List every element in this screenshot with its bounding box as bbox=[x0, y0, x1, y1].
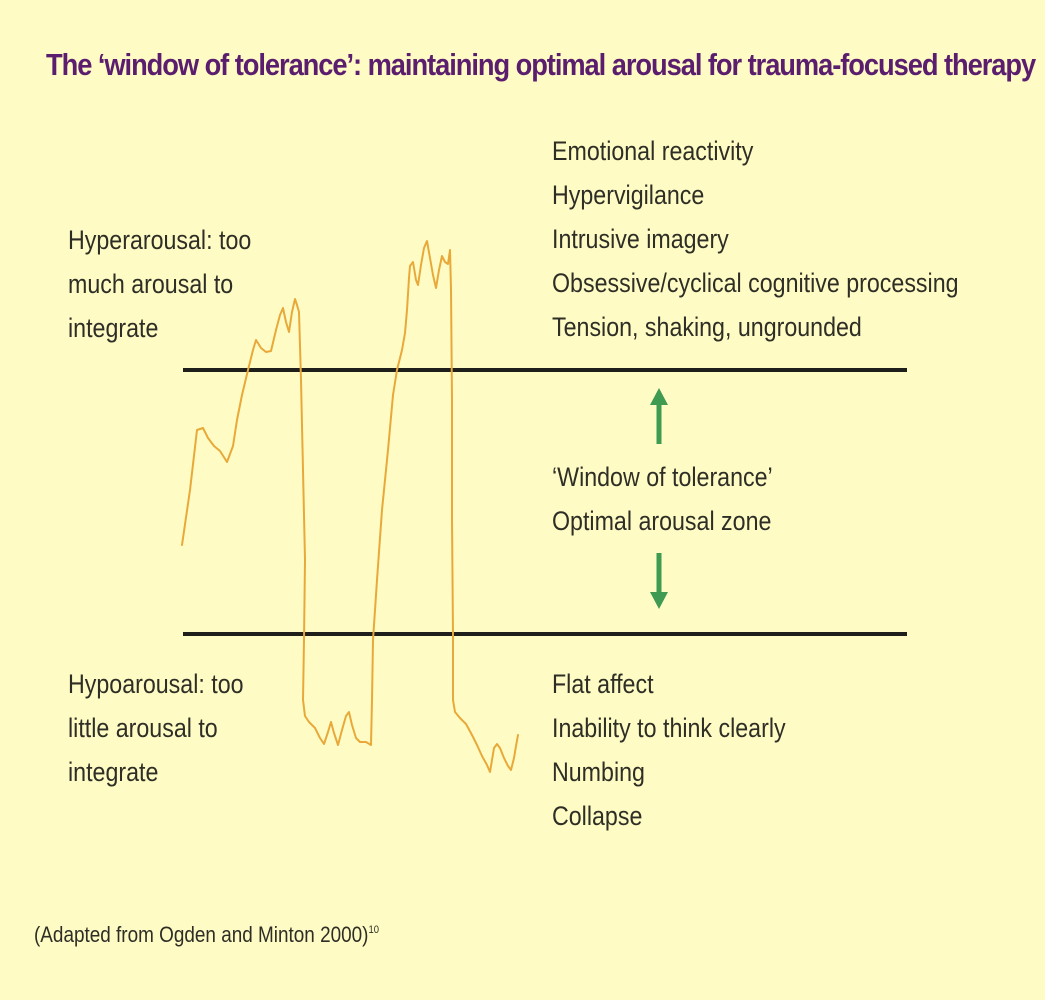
hypoarousal-label-line: integrate bbox=[68, 757, 159, 787]
symptom-item: Flat affect bbox=[552, 669, 654, 699]
symptom-item: Tension, shaking, ungrounded bbox=[552, 312, 862, 342]
window-label-line: Optimal arousal zone bbox=[552, 506, 772, 536]
hypoarousal-symptoms-list: Flat affect Inability to think clearly N… bbox=[552, 662, 786, 838]
symptom-item: Numbing bbox=[552, 757, 645, 787]
hyperarousal-label-line: much arousal to bbox=[68, 269, 234, 299]
symptom-item: Intrusive imagery bbox=[552, 224, 729, 254]
hyperarousal-symptoms-list: Emotional reactivity Hypervigilance Intr… bbox=[552, 129, 959, 349]
upper-threshold-line bbox=[183, 368, 907, 372]
arrow-up-icon bbox=[650, 388, 668, 444]
hypoarousal-label-line: Hypoarousal: too bbox=[68, 669, 244, 699]
hypoarousal-label: Hypoarousal: too little arousal to integ… bbox=[68, 662, 244, 794]
window-label-line: ‘Window of tolerance’ bbox=[552, 462, 773, 492]
symptom-item: Collapse bbox=[552, 801, 643, 831]
citation-reference-number: 10 bbox=[368, 924, 380, 936]
symptom-item: Emotional reactivity bbox=[552, 136, 754, 166]
citation: (Adapted from Ogden and Minton 2000)10 bbox=[34, 922, 379, 948]
window-of-tolerance-label: ‘Window of tolerance’ Optimal arousal zo… bbox=[552, 455, 773, 543]
hypoarousal-label-line: little arousal to bbox=[68, 713, 218, 743]
diagram-title: The ‘window of tolerance’: maintaining o… bbox=[46, 47, 1036, 82]
hyperarousal-label-line: integrate bbox=[68, 313, 159, 343]
citation-text: (Adapted from Ogden and Minton 2000) bbox=[34, 922, 369, 947]
symptom-item: Inability to think clearly bbox=[552, 713, 786, 743]
symptom-item: Obsessive/cyclical cognitive processing bbox=[552, 268, 959, 298]
arrow-down-icon bbox=[650, 553, 668, 609]
lower-threshold-line bbox=[183, 632, 907, 636]
hyperarousal-label-line: Hyperarousal: too bbox=[68, 225, 252, 255]
hyperarousal-label: Hyperarousal: too much arousal to integr… bbox=[68, 218, 251, 350]
symptom-item: Hypervigilance bbox=[552, 180, 705, 210]
